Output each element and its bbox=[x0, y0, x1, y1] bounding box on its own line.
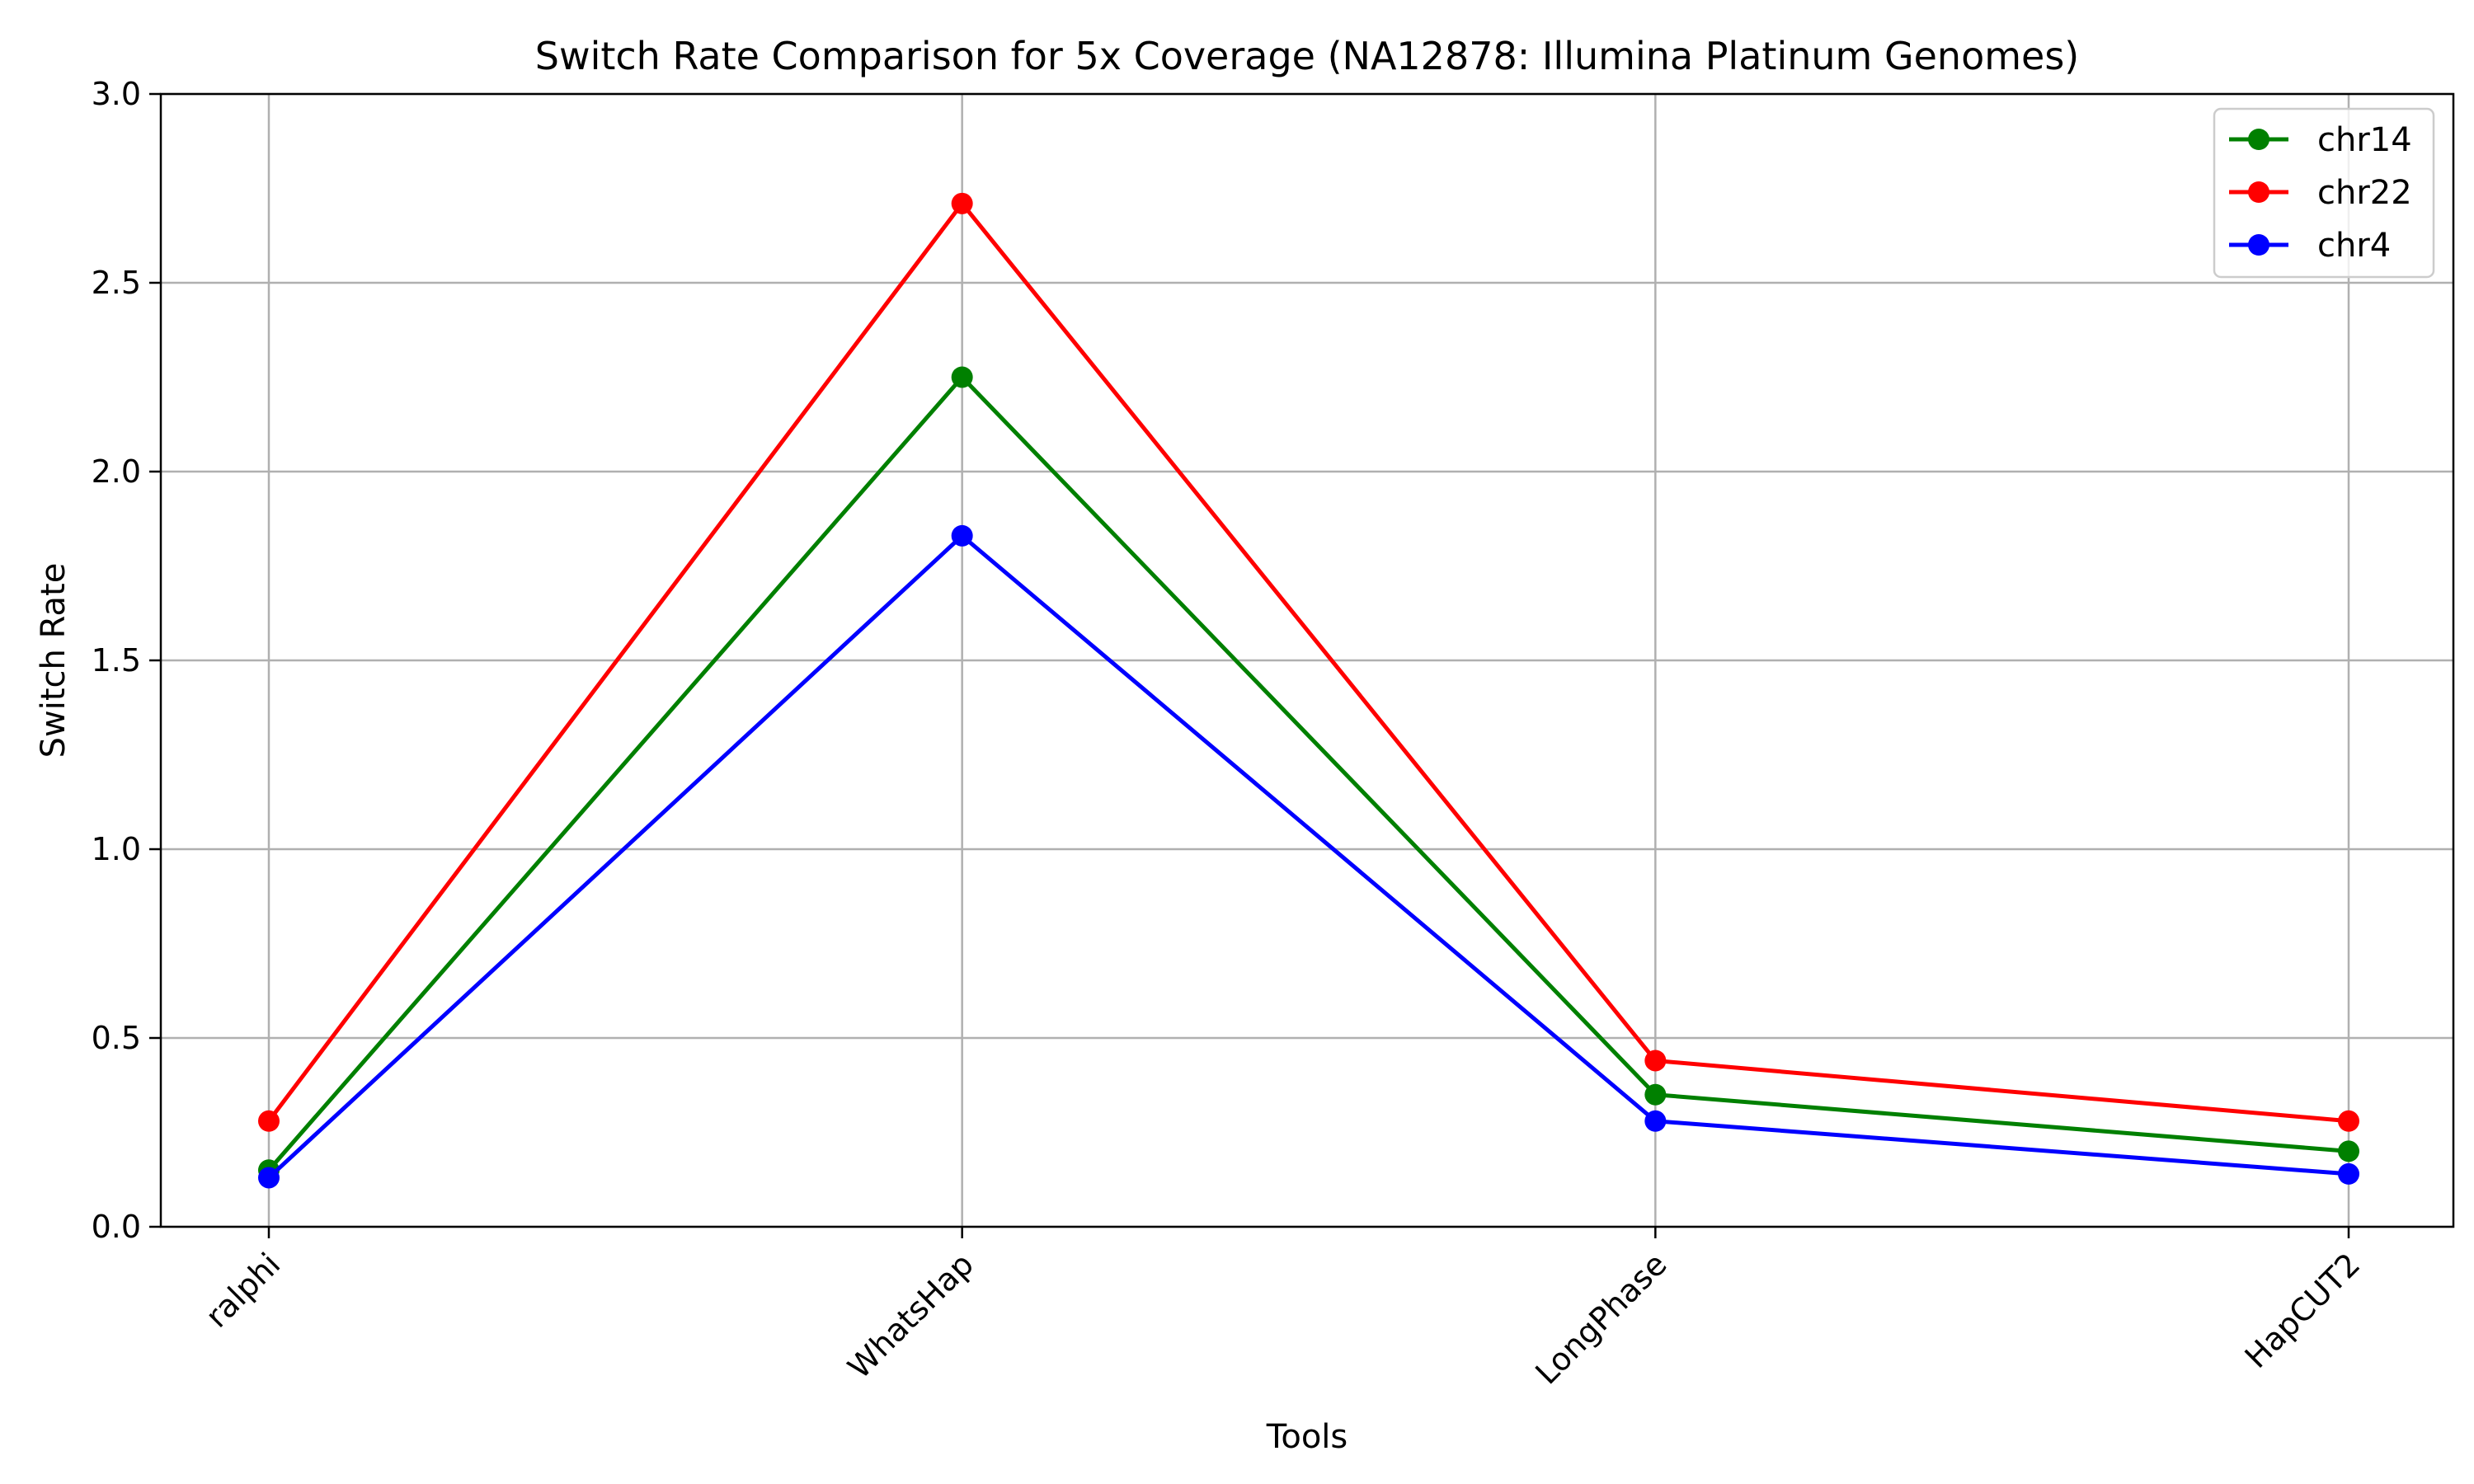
legend-label: chr4 bbox=[2317, 227, 2391, 265]
chart-title: Switch Rate Comparison for 5x Coverage (… bbox=[535, 34, 2079, 78]
series-line bbox=[267, 533, 2349, 1180]
data-point bbox=[951, 192, 973, 214]
series-chr4 bbox=[258, 524, 2359, 1189]
y-tick-label: 1.0 bbox=[92, 831, 141, 867]
data-point bbox=[2338, 1162, 2359, 1185]
series-chr14 bbox=[258, 366, 2359, 1181]
data-point bbox=[1644, 1083, 1667, 1106]
y-tick-label: 3.0 bbox=[92, 76, 141, 112]
y-axis-label: Switch Rate bbox=[35, 563, 73, 758]
data-point bbox=[951, 366, 973, 388]
legend-entry-chr4: chr4 bbox=[2229, 227, 2391, 265]
x-tick-label: ralphi bbox=[199, 1246, 288, 1335]
data-point bbox=[2338, 1140, 2359, 1162]
data-point bbox=[1644, 1050, 1667, 1072]
x-tick-label: WhatsHap bbox=[841, 1246, 981, 1385]
legend-box bbox=[2213, 107, 2435, 279]
legend-entry-chr22: chr22 bbox=[2229, 174, 2412, 212]
legend-label: chr14 bbox=[2317, 121, 2412, 159]
grid-lines bbox=[161, 92, 2453, 1228]
y-tick-label: 1.5 bbox=[92, 642, 141, 679]
series-line bbox=[267, 201, 2349, 1124]
y-tick-label: 2.5 bbox=[92, 265, 141, 301]
legend-marker bbox=[2248, 129, 2269, 150]
data-point bbox=[258, 1110, 280, 1132]
x-tick-label: LongPhase bbox=[1528, 1246, 1673, 1391]
legend-marker bbox=[2248, 181, 2269, 203]
y-tick-label: 0.5 bbox=[92, 1020, 141, 1056]
data-point bbox=[951, 524, 973, 547]
legend-entry-chr14: chr14 bbox=[2229, 121, 2412, 159]
x-tick-label: HapCUT2 bbox=[2238, 1246, 2368, 1375]
data-point bbox=[258, 1167, 280, 1189]
data-point bbox=[2338, 1110, 2359, 1132]
y-tick-label: 2.0 bbox=[92, 453, 141, 490]
y-tick-label: 0.0 bbox=[92, 1209, 141, 1245]
series-line bbox=[267, 375, 2349, 1172]
legend-marker bbox=[2248, 234, 2269, 256]
data-point bbox=[1644, 1110, 1667, 1132]
axis-ticks: 0.0 0.5 1.0 1.5 2.0 2.5 3.0 ralphi WhatsHap LongP… bbox=[92, 76, 2368, 1392]
legend-label: chr22 bbox=[2317, 174, 2412, 212]
legend: chr14 chr22 chr4 bbox=[2213, 107, 2435, 279]
x-axis-label: Tools bbox=[1266, 1418, 1348, 1456]
series-chr22 bbox=[258, 192, 2359, 1132]
series-layer bbox=[258, 192, 2359, 1189]
